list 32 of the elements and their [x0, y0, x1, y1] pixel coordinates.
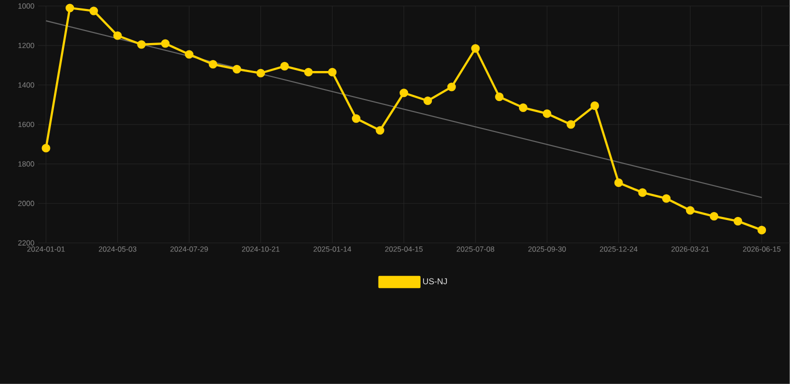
point — [566, 120, 576, 129]
point — [66, 4, 74, 12]
point — [662, 194, 671, 203]
point — [280, 62, 289, 71]
point — [590, 101, 600, 110]
point — [614, 178, 623, 188]
point — [447, 82, 456, 92]
point — [113, 31, 122, 40]
point — [686, 206, 694, 215]
point — [518, 103, 528, 112]
point — [256, 68, 266, 78]
point — [376, 126, 384, 135]
point — [137, 40, 146, 49]
point — [232, 64, 242, 74]
point — [352, 114, 360, 123]
point — [328, 68, 337, 76]
point — [471, 44, 480, 53]
point — [423, 96, 432, 106]
point — [304, 68, 313, 76]
point — [208, 60, 218, 69]
point — [734, 216, 742, 226]
point — [161, 39, 170, 48]
point — [184, 50, 194, 59]
point — [495, 92, 504, 102]
point — [542, 109, 552, 118]
point — [89, 6, 98, 16]
point — [757, 226, 766, 234]
legend-label: US-NJ — [423, 278, 447, 284]
point — [42, 144, 50, 152]
point — [638, 188, 647, 197]
point — [400, 88, 408, 98]
point — [710, 212, 718, 221]
